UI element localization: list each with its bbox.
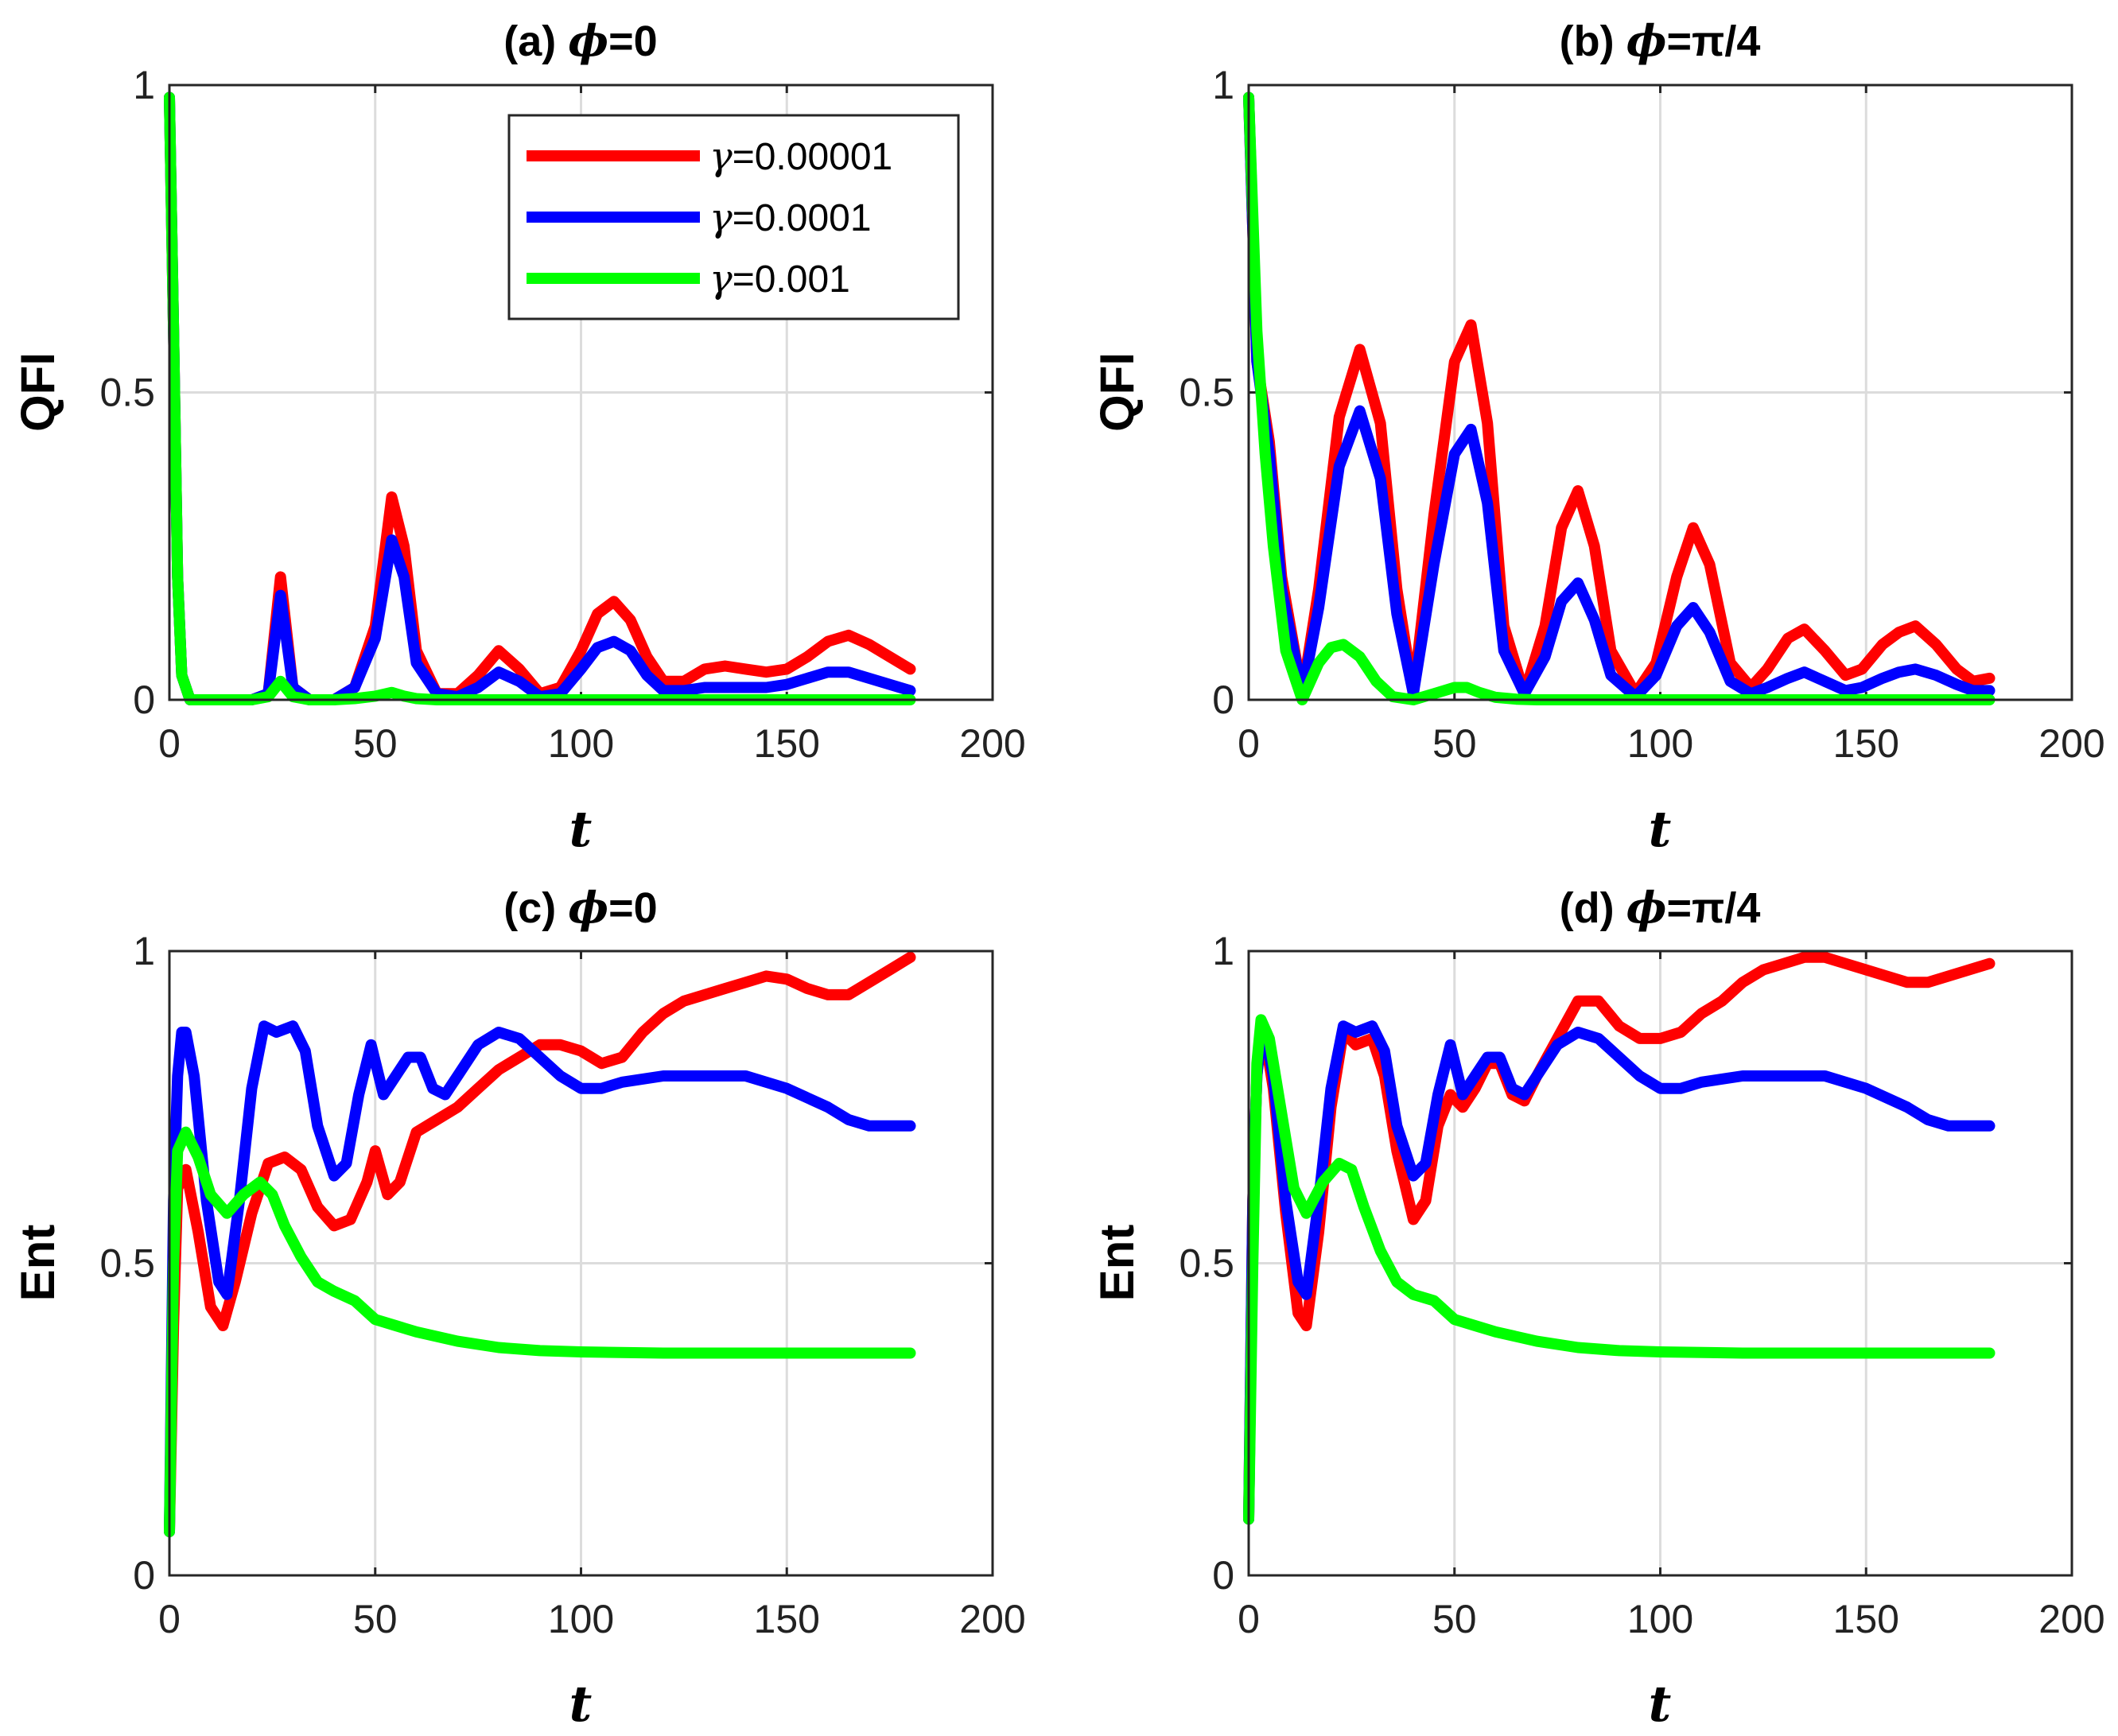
panel-title: (d) ϕ=π/4 — [1560, 882, 1761, 933]
x-tick-label: 200 — [2038, 1597, 2104, 1641]
axes-frame — [168, 83, 994, 701]
panel-d: 0 50 100 150 200 0 0.5 1 (d) ϕ=π/4 Ent t — [1090, 882, 2105, 1733]
series-line-green — [1243, 1014, 1996, 1525]
x-tick-label: 50 — [1432, 721, 1477, 766]
x-tick-label: 100 — [1627, 721, 1693, 766]
y-tick-label: 0 — [133, 678, 155, 722]
panel-title: (c) ϕ=0 — [503, 882, 657, 933]
x-tick-label: 200 — [2038, 721, 2104, 766]
x-tick-label: 0 — [158, 1597, 181, 1641]
y-axis-label: Ent — [1090, 1225, 1144, 1302]
y-tick-label: 1 — [133, 929, 155, 973]
x-axis-label: t — [1649, 800, 1672, 858]
x-tick-label: 50 — [353, 1597, 398, 1641]
plot-area: 0 50 100 150 200 0 0.5 1 — [99, 929, 1025, 1641]
x-tick-label: 50 — [1432, 1597, 1477, 1641]
y-axis-label: QFI — [1090, 352, 1144, 432]
y-tick-label: 0.5 — [99, 371, 155, 415]
x-tick-label: 100 — [548, 1597, 614, 1641]
y-tick-label: 0.5 — [99, 1241, 155, 1286]
x-tick-label: 150 — [754, 1597, 820, 1641]
panel-c: 0 50 100 150 200 0 0.5 1 (c) ϕ=0 Ent t — [11, 882, 1026, 1733]
plot-area: 0 50 100 150 200 0 0.5 1 — [1179, 63, 2104, 766]
legend: γ=0.00001 γ=0.0001 γ=0.001 — [507, 114, 960, 320]
axes-frame — [168, 950, 994, 1577]
x-tick-label: 200 — [959, 721, 1025, 766]
y-axis-label: QFI — [11, 352, 64, 432]
y-tick-label: 1 — [133, 63, 155, 107]
legend-label: γ=0.001 — [709, 257, 850, 301]
panel-title: (b) ϕ=π/4 — [1560, 15, 1761, 66]
x-tick-label: 0 — [158, 721, 181, 766]
axes-frame — [1247, 83, 2073, 701]
y-tick-label: 0 — [133, 1553, 155, 1598]
x-tick-label: 100 — [548, 721, 614, 766]
x-tick-label: 150 — [754, 721, 820, 766]
x-tick-label: 50 — [353, 721, 398, 766]
y-tick-label: 1 — [1212, 63, 1234, 107]
x-tick-label: 150 — [1833, 1597, 1899, 1641]
x-axis-label: t — [569, 800, 593, 858]
series-line-blue — [1243, 91, 1996, 703]
series-line-red — [164, 951, 916, 1537]
series-line-blue — [1243, 1020, 1996, 1525]
x-tick-label: 200 — [959, 1597, 1025, 1641]
series-line-blue — [164, 1020, 916, 1537]
panel-title: (a) ϕ=0 — [503, 15, 657, 66]
series-line-red — [1243, 91, 1996, 700]
x-axis-label: t — [569, 1675, 593, 1733]
plot-area: 0 50 100 150 200 0 0.5 1 — [1179, 929, 2104, 1641]
x-tick-label: 0 — [1238, 1597, 1260, 1641]
y-tick-label: 1 — [1212, 929, 1234, 973]
x-tick-label: 150 — [1833, 721, 1899, 766]
y-axis-label: Ent — [11, 1225, 64, 1302]
y-tick-label: 0.5 — [1179, 1241, 1234, 1286]
x-axis-label: t — [1649, 1675, 1672, 1733]
legend-label: γ=0.0001 — [709, 196, 872, 240]
y-tick-label: 0 — [1212, 1553, 1234, 1598]
x-tick-label: 100 — [1627, 1597, 1693, 1641]
axes-frame — [1247, 950, 2073, 1577]
series-line-green — [164, 1126, 916, 1537]
y-tick-label: 0.5 — [1179, 371, 1234, 415]
legend-label: γ=0.00001 — [709, 134, 892, 179]
y-tick-label: 0 — [1212, 678, 1234, 722]
panel-b: 0 50 100 150 200 0 0.5 1 (b) ϕ=π/4 QFI t — [1090, 15, 2105, 858]
x-tick-label: 0 — [1238, 721, 1260, 766]
